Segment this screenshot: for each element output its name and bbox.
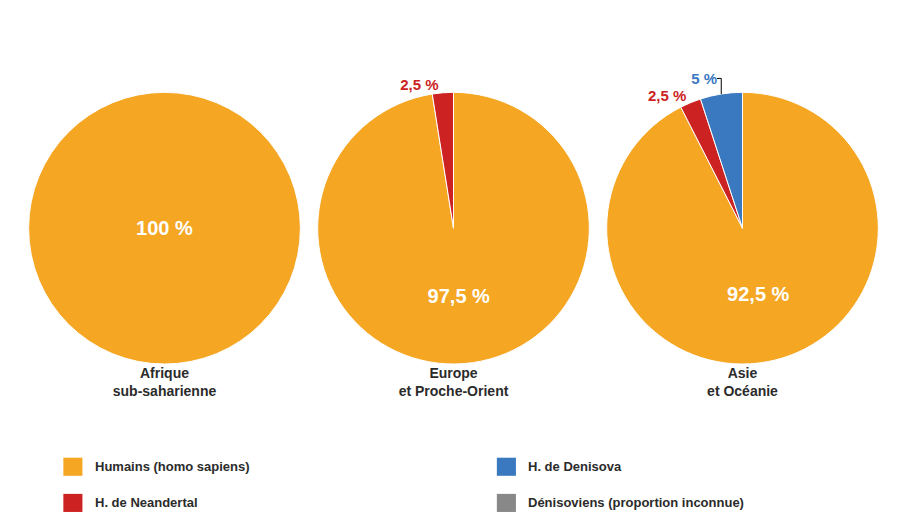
svg-text:Dénisoviens (proportion inconn: Dénisoviens (proportion inconnue)	[528, 495, 744, 510]
svg-text:5 %: 5 %	[691, 70, 717, 87]
svg-text:100 %: 100 %	[136, 217, 193, 239]
svg-text:Afriquesub-saharienne: Afriquesub-saharienne	[113, 365, 217, 399]
svg-text:Europeet Proche-Orient: Europeet Proche-Orient	[399, 365, 509, 399]
svg-text:2,5 %: 2,5 %	[400, 76, 438, 93]
svg-text:2,5 %: 2,5 %	[648, 87, 686, 104]
svg-text:H. de Neandertal: H. de Neandertal	[95, 495, 198, 510]
svg-text:Asieet Océanie: Asieet Océanie	[707, 365, 778, 399]
svg-text:Humains (homo sapiens): Humains (homo sapiens)	[95, 459, 250, 474]
svg-text:97,5 %: 97,5 %	[428, 285, 490, 307]
svg-text:H. de Denisova: H. de Denisova	[528, 459, 622, 474]
svg-text:92,5 %: 92,5 %	[727, 283, 789, 305]
